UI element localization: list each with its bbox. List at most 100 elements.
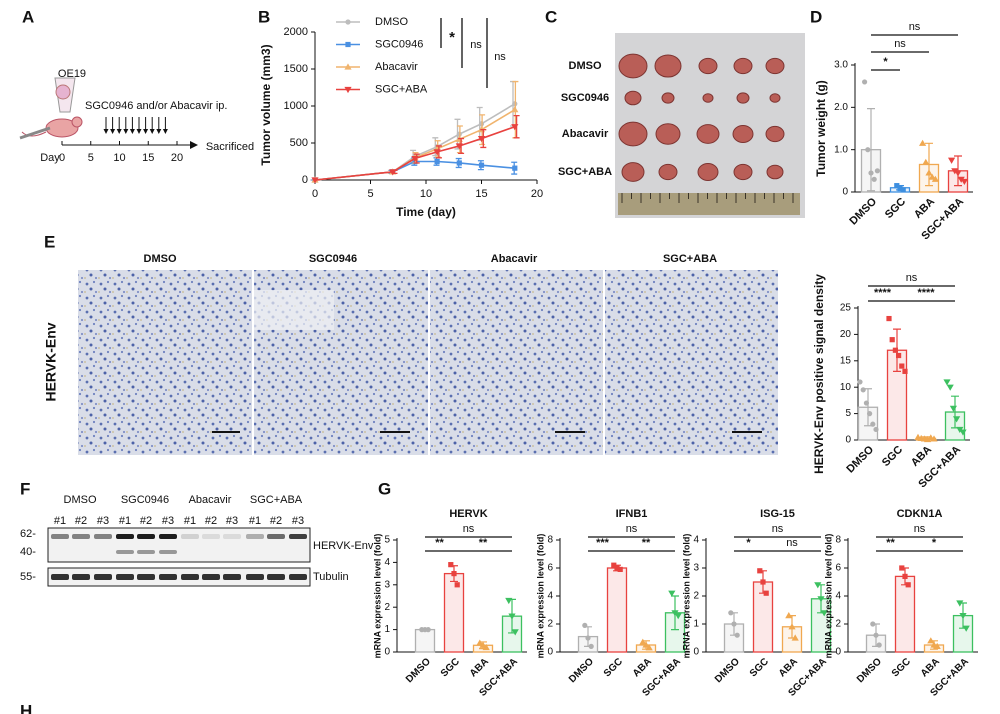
blot-membrane [47, 527, 311, 563]
data-point [611, 562, 617, 568]
cells [55, 84, 71, 100]
data-point [433, 149, 441, 156]
x-tick-label: 5 [367, 188, 373, 200]
data-point [899, 363, 905, 369]
x-tick-label: ABA [468, 656, 491, 679]
group-title: SGC0946 [309, 253, 357, 265]
band [137, 534, 155, 539]
y-tick-label: 8 [835, 535, 841, 546]
blot-group: SGC0946 [121, 494, 169, 506]
data-point [674, 613, 682, 620]
x-tick-label: DMSO [404, 656, 433, 685]
band [202, 534, 220, 539]
data-point [873, 632, 879, 638]
panel-label: D [810, 7, 822, 26]
data-point [763, 590, 769, 596]
lane-label: #1 [119, 515, 131, 527]
dose-arrowhead [110, 129, 116, 134]
significance-label: ** [435, 537, 444, 549]
data-point [874, 168, 881, 174]
y-tick-label: 4 [547, 591, 553, 602]
significance-label: * [883, 56, 888, 68]
blot-group: DMSO [64, 494, 97, 506]
timeline-tick-label: 5 [88, 152, 94, 164]
data-point [902, 573, 908, 579]
x-tick-label: ABA [919, 656, 942, 679]
y-tick-label: 1500 [284, 63, 308, 75]
data-point [791, 634, 799, 641]
bar [894, 575, 916, 653]
chart-title: ISG-15 [760, 508, 795, 520]
band [223, 574, 241, 580]
row-label: SGC0946 [561, 92, 609, 104]
y-tick-label: 4 [384, 557, 390, 568]
y-tick-label: 10 [840, 382, 852, 393]
data-point [860, 387, 866, 393]
stain-label: HERVK-Env [43, 322, 59, 401]
tumor [654, 54, 682, 78]
legend-label: Abacavir [375, 61, 418, 73]
mw-marker: 62- [20, 528, 36, 540]
y-tick-label: 5 [845, 408, 851, 419]
y-tick-label: 5 [384, 535, 390, 546]
tumor [733, 163, 753, 181]
mw-marker: 40- [20, 546, 36, 558]
timeline-tick-label: 10 [113, 152, 125, 164]
tumor [736, 92, 750, 104]
y-axis-label: mRNA expression level (fold) [372, 534, 382, 659]
data-point [949, 405, 957, 412]
data-point [873, 426, 879, 433]
panel-label: F [20, 479, 30, 498]
legend-marker [345, 41, 351, 48]
y-tick-label: 8 [547, 535, 553, 546]
band [267, 534, 285, 539]
data-point [922, 158, 930, 165]
band [159, 534, 177, 539]
y-tick-label: 0 [302, 174, 308, 186]
band [116, 534, 134, 539]
data-point [933, 642, 941, 649]
data-point [867, 411, 873, 417]
panel-label: A [22, 7, 34, 26]
x-tick-label: DMSO [847, 195, 879, 227]
data-point [871, 176, 877, 182]
y-tick-label: 2 [384, 602, 390, 613]
lane-label: #3 [97, 515, 109, 527]
bar [443, 572, 465, 653]
dose-arrowhead [136, 129, 142, 134]
lumen [254, 290, 334, 330]
band [246, 574, 264, 580]
bar [414, 628, 436, 653]
data-point [508, 613, 516, 620]
data-point [511, 124, 519, 131]
x-tick-label: 20 [531, 188, 543, 200]
band [246, 534, 264, 539]
y-axis-label: mRNA expression level (fold) [535, 534, 545, 659]
data-point [512, 165, 518, 171]
data-point [927, 637, 935, 644]
legend-label: SGC0946 [375, 38, 423, 50]
data-point [731, 621, 737, 627]
significance-label: ns [626, 523, 638, 535]
data-point [956, 600, 964, 607]
dose-arrowhead [116, 129, 122, 134]
legend-marker [344, 63, 352, 70]
data-point [951, 168, 959, 175]
data-point [479, 641, 487, 648]
legend-marker [344, 86, 352, 94]
dose-arrowhead [143, 129, 149, 134]
data-point [894, 183, 900, 189]
data-point [862, 79, 868, 85]
x-tick-label: 10 [420, 188, 432, 200]
tumor [698, 57, 718, 75]
timeline-tick-label: 15 [142, 152, 154, 164]
y-tick-label: 0 [842, 187, 848, 198]
row-label: Abacavir [562, 128, 609, 140]
y-tick-label: 2 [693, 591, 699, 602]
lane-label: #3 [162, 515, 174, 527]
data-point [454, 582, 460, 588]
panel-label: B [258, 7, 270, 26]
x-tick-label: SGC [439, 656, 462, 679]
tumor [658, 163, 678, 181]
band [137, 574, 155, 580]
